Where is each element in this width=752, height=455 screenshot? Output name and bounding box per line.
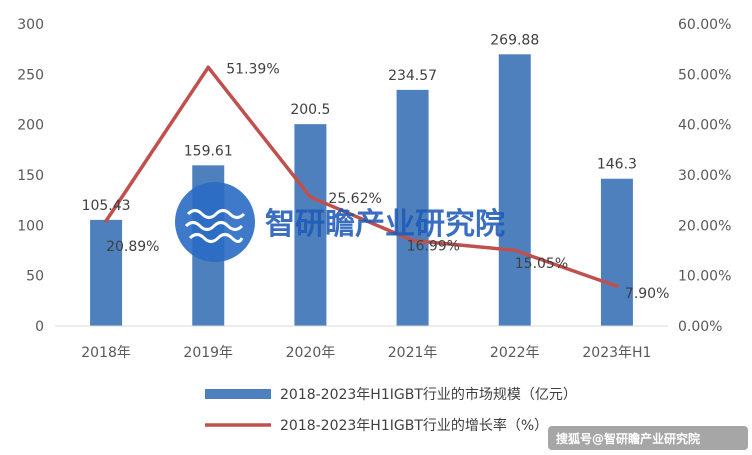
- line-point: [615, 284, 619, 289]
- line-series: [104, 65, 619, 289]
- line-point: [410, 238, 415, 243]
- watermark: 智研瞻产业研究院: [175, 182, 505, 262]
- credit-background: [548, 426, 748, 450]
- left-axis-ticks: 0 50 100 150 200 250 300: [17, 17, 44, 335]
- bar: [294, 124, 327, 326]
- left-tick-label: 100: [17, 218, 44, 234]
- left-tick-label: 300: [17, 17, 44, 33]
- left-tick-label: 50: [26, 269, 44, 285]
- line-point: [104, 219, 108, 223]
- line-point: [308, 195, 313, 199]
- category-label: 2022年: [490, 345, 540, 361]
- logo-waves: [184, 209, 246, 243]
- left-tick-label: 200: [17, 118, 44, 134]
- bar-data-label: 105.43: [82, 198, 131, 214]
- right-axis-ticks: 0.00% 10.00% 20.00% 30.00% 40.00% 50.00% 60.00…: [678, 17, 731, 335]
- wave-logo-icon: [175, 182, 255, 262]
- line-data-label: 7.90%: [625, 286, 669, 302]
- category-label: 2020年: [286, 345, 336, 361]
- line-data-labels: 20.89% 51.39% 25.62% 16.99% 15.05% 7.90%: [106, 61, 669, 302]
- line-point: [512, 248, 517, 253]
- left-tick-label: 250: [17, 67, 44, 83]
- legend-line-label: 2018-2023年H1IGBT行业的增长率（%）: [280, 417, 548, 434]
- right-tick-label: 60.00%: [678, 17, 731, 33]
- category-label: 2018年: [81, 345, 131, 361]
- legend-bar-label: 2018-2023年H1IGBT行业的市场规模（亿元）: [280, 386, 577, 403]
- bar: [90, 219, 123, 326]
- bar-data-label: 269.88: [490, 32, 539, 48]
- bar: [498, 54, 531, 326]
- right-tick-label: 30.00%: [678, 168, 731, 184]
- bar-data-label: 200.5: [290, 102, 330, 118]
- right-tick-label: 10.00%: [678, 269, 731, 285]
- right-tick-label: 0.00%: [678, 319, 722, 335]
- line-data-label: 25.62%: [328, 191, 381, 207]
- legend: 2018-2023年H1IGBT行业的市场规模（亿元） 2018-2023年H1…: [205, 386, 577, 434]
- line-data-label: 15.05%: [515, 256, 568, 272]
- left-tick-label: 0: [35, 319, 44, 335]
- line-data-label: 51.39%: [226, 61, 279, 77]
- right-tick-label: 40.00%: [678, 118, 731, 134]
- credit-badge: 搜狐号@智研瞻产业研究院: [548, 426, 748, 450]
- bar-data-label: 234.57: [388, 68, 437, 84]
- credit-text: 搜狐号@智研瞻产业研究院: [556, 431, 700, 446]
- category-label: 2019年: [183, 345, 233, 361]
- right-tick-label: 50.00%: [678, 67, 731, 83]
- bar: [600, 178, 633, 326]
- right-tick-label: 20.00%: [678, 218, 731, 234]
- category-label: 2023年H1: [582, 345, 651, 361]
- bar-data-label: 159.61: [184, 143, 233, 159]
- bar-data-label: 146.3: [597, 157, 637, 173]
- category-label: 2021年: [388, 345, 438, 361]
- line-point: [206, 65, 211, 70]
- line-data-label: 20.89%: [106, 239, 159, 255]
- watermark-text: 智研瞻产业研究院: [265, 207, 505, 242]
- bar-data-labels: 105.43 159.61 200.5 234.57 269.88 146.3: [82, 32, 637, 214]
- line-data-label: 16.99%: [407, 238, 460, 254]
- bar: [396, 89, 429, 326]
- left-tick-label: 150: [17, 168, 44, 184]
- category-labels: 2018年 2019年 2020年 2021年 2022年 2023年H1: [81, 345, 651, 361]
- growth-line: [104, 65, 618, 288]
- legend-bar-swatch: [205, 389, 271, 399]
